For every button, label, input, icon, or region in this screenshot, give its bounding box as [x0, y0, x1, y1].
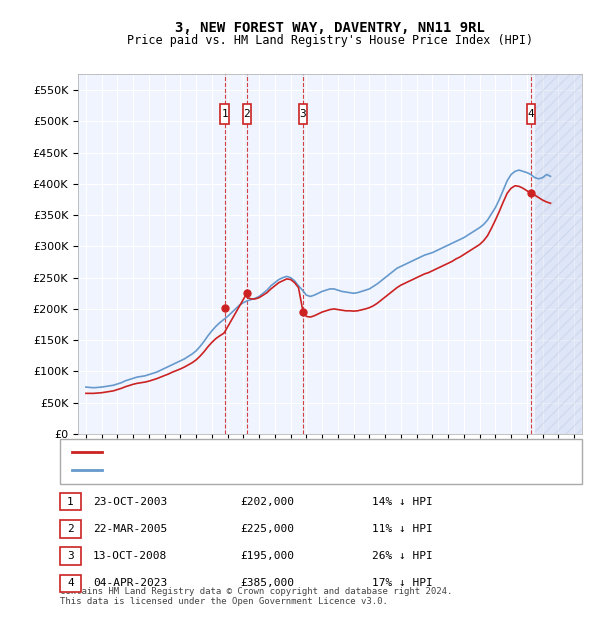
Text: 11% ↓ HPI: 11% ↓ HPI: [372, 524, 433, 534]
Text: 2: 2: [244, 109, 250, 120]
Text: 3, NEW FOREST WAY, DAVENTRY, NN11 9RL: 3, NEW FOREST WAY, DAVENTRY, NN11 9RL: [175, 21, 485, 35]
Text: 13-OCT-2008: 13-OCT-2008: [93, 551, 167, 561]
Text: 3: 3: [299, 109, 307, 120]
Bar: [535, 74, 582, 434]
Text: £385,000: £385,000: [240, 578, 294, 588]
FancyBboxPatch shape: [242, 104, 251, 125]
Point: [298, 307, 308, 317]
Text: Contains HM Land Registry data © Crown copyright and database right 2024.
This d: Contains HM Land Registry data © Crown c…: [60, 587, 452, 606]
Text: £195,000: £195,000: [240, 551, 294, 561]
Text: 22-MAR-2005: 22-MAR-2005: [93, 524, 167, 534]
Text: HPI: Average price, detached house, West Northamptonshire: HPI: Average price, detached house, West…: [108, 465, 464, 475]
Text: £202,000: £202,000: [240, 497, 294, 507]
Point: [526, 188, 536, 198]
Point: [242, 288, 251, 298]
FancyBboxPatch shape: [299, 104, 307, 125]
Text: 04-APR-2023: 04-APR-2023: [93, 578, 167, 588]
Point: [220, 303, 229, 312]
Text: 2: 2: [67, 524, 74, 534]
FancyBboxPatch shape: [527, 104, 535, 125]
Text: 1: 1: [67, 497, 74, 507]
Text: 4: 4: [67, 578, 74, 588]
Text: 3: 3: [67, 551, 74, 561]
Text: 4: 4: [527, 109, 535, 120]
Text: Price paid vs. HM Land Registry's House Price Index (HPI): Price paid vs. HM Land Registry's House …: [127, 34, 533, 46]
Text: 1: 1: [221, 109, 228, 120]
FancyBboxPatch shape: [220, 104, 229, 125]
Text: 23-OCT-2003: 23-OCT-2003: [93, 497, 167, 507]
Text: £225,000: £225,000: [240, 524, 294, 534]
Text: 3, NEW FOREST WAY, DAVENTRY, NN11 9RL (detached house): 3, NEW FOREST WAY, DAVENTRY, NN11 9RL (d…: [108, 447, 445, 457]
Text: 26% ↓ HPI: 26% ↓ HPI: [372, 551, 433, 561]
Text: 14% ↓ HPI: 14% ↓ HPI: [372, 497, 433, 507]
Text: 17% ↓ HPI: 17% ↓ HPI: [372, 578, 433, 588]
